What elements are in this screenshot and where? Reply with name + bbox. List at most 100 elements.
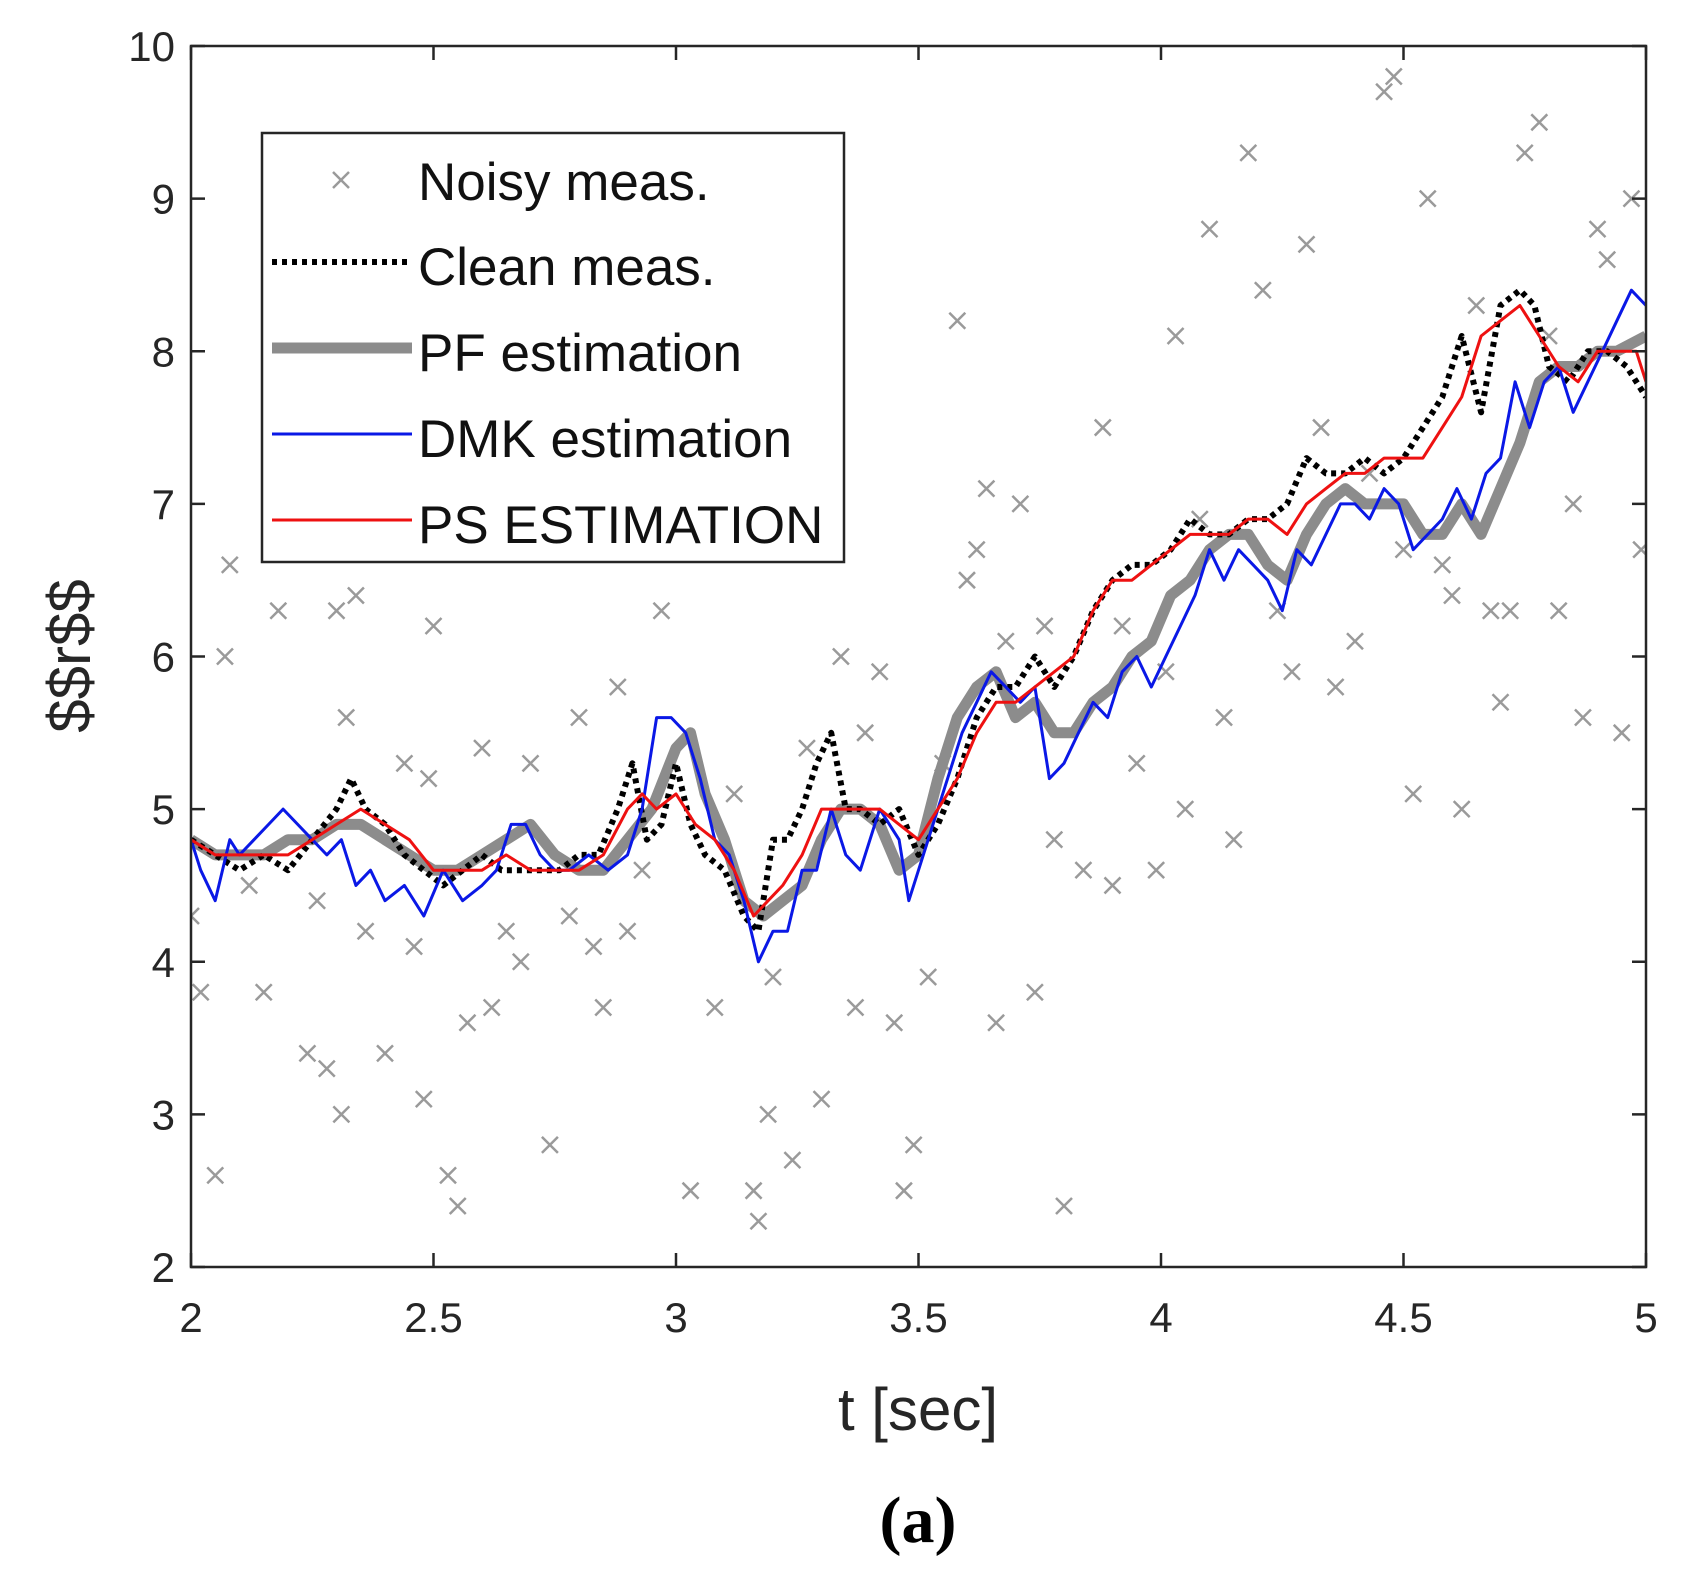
noisy-point — [1404, 784, 1423, 803]
noisy-point — [1515, 143, 1534, 162]
noisy-point — [240, 876, 259, 895]
noisy-point — [1632, 540, 1646, 559]
noisy-point — [1612, 723, 1631, 742]
noisy-point — [191, 907, 200, 925]
noisy-point — [1026, 983, 1044, 1002]
noisy-point — [1564, 494, 1583, 513]
y-tick-label: 6 — [152, 634, 175, 681]
noisy-point — [482, 998, 501, 1017]
noisy-point — [376, 1044, 394, 1063]
noisy-point — [1481, 601, 1500, 620]
noisy-point — [414, 1090, 433, 1108]
noisy-point — [1346, 632, 1364, 651]
noisy-point — [521, 754, 540, 773]
y-tick-label: 5 — [152, 786, 175, 833]
noisy-point — [681, 1181, 700, 1200]
noisy-point — [618, 922, 637, 941]
noisy-point — [967, 540, 986, 559]
noisy-point — [473, 739, 491, 757]
figure-caption: (a) — [880, 1484, 957, 1557]
y-tick-label: 3 — [152, 1091, 175, 1138]
noisy-point — [1418, 189, 1437, 208]
noisy-point — [1239, 143, 1258, 162]
x-tick-label: 3.5 — [889, 1294, 947, 1341]
noisy-point — [904, 1136, 923, 1154]
noisy-point — [1530, 113, 1549, 132]
noisy-point — [1326, 678, 1345, 696]
noisy-point — [1588, 220, 1607, 239]
y-tick-label: 7 — [152, 481, 175, 528]
noisy-point — [1283, 662, 1301, 681]
noisy-point — [1113, 617, 1132, 635]
noisy-point — [317, 1059, 336, 1078]
noisy-point — [1093, 418, 1112, 437]
legend-label-dmk: DMK estimation — [418, 410, 792, 469]
noisy-point — [846, 998, 865, 1017]
x-tick-label: 5 — [1634, 1294, 1657, 1341]
x-tick-label: 2.5 — [404, 1294, 462, 1341]
noisy-point — [511, 952, 530, 971]
noisy-point — [191, 983, 210, 1002]
noisy-point — [1147, 861, 1166, 880]
noisy-point — [856, 723, 875, 742]
y-tick-label: 4 — [152, 939, 175, 986]
noisy-point — [497, 922, 516, 941]
noisy-point — [885, 1013, 904, 1032]
noisy-point — [424, 617, 443, 635]
x-tick-label: 4.5 — [1374, 1294, 1432, 1341]
noisy-point — [1176, 800, 1195, 819]
noisy-point — [1375, 82, 1393, 101]
legend-marker-noisy — [332, 171, 350, 189]
noisy-point — [1045, 830, 1064, 849]
noisy-point — [327, 601, 346, 620]
noisy-point — [584, 937, 603, 956]
noisy-point — [1074, 861, 1093, 880]
noisy-point — [987, 1013, 1005, 1032]
noisy-point — [1394, 540, 1413, 559]
noisy-point — [1467, 296, 1486, 315]
noisy-point — [783, 1151, 802, 1170]
noisy-point — [1200, 220, 1219, 239]
noisy-point — [1501, 601, 1520, 620]
noisy-point — [570, 708, 588, 727]
noisy-point — [254, 983, 273, 1002]
noisy-point — [725, 784, 744, 803]
noisy-point — [216, 647, 234, 666]
noisy-point — [298, 1044, 317, 1063]
noisy-point — [594, 998, 613, 1017]
series-noisy-meas — [191, 67, 1646, 1231]
noisy-point — [541, 1136, 559, 1154]
noisy-point — [458, 1013, 477, 1032]
noisy-point — [405, 937, 423, 956]
noisy-point — [749, 1212, 768, 1231]
legend-label-ps: PS ESTIMATION — [418, 496, 823, 555]
noisy-point — [919, 968, 938, 986]
x-tick-label: 4 — [1149, 1294, 1172, 1341]
noisy-point — [1297, 235, 1316, 254]
noisy-point — [337, 708, 356, 727]
legend: Noisy meas. Clean meas. PF estimation DM… — [260, 131, 846, 564]
noisy-point — [206, 1166, 225, 1185]
noisy-point — [1549, 601, 1568, 620]
noisy-point — [1224, 830, 1243, 849]
noisy-point — [347, 586, 365, 605]
noisy-point — [1055, 1197, 1073, 1215]
x-tick-label: 2 — [179, 1294, 202, 1341]
plot-area — [191, 67, 1646, 1231]
noisy-point — [439, 1166, 457, 1185]
noisy-point — [705, 998, 724, 1017]
noisy-point — [1035, 617, 1054, 635]
y-tick-label: 2 — [152, 1244, 175, 1291]
noisy-point — [220, 556, 239, 574]
noisy-point — [560, 907, 579, 925]
noisy-point — [1166, 327, 1185, 345]
noisy-point — [948, 311, 967, 330]
noisy-point — [652, 601, 671, 620]
noisy-point — [1103, 876, 1122, 895]
noisy-point — [419, 769, 438, 788]
noisy-point — [1452, 800, 1471, 819]
axes: 2 2.5 3 3.5 4 4.5 5 2 3 4 5 6 7 8 9 10 — [128, 23, 1657, 1341]
noisy-point — [1127, 754, 1146, 773]
noisy-point — [759, 1105, 778, 1124]
